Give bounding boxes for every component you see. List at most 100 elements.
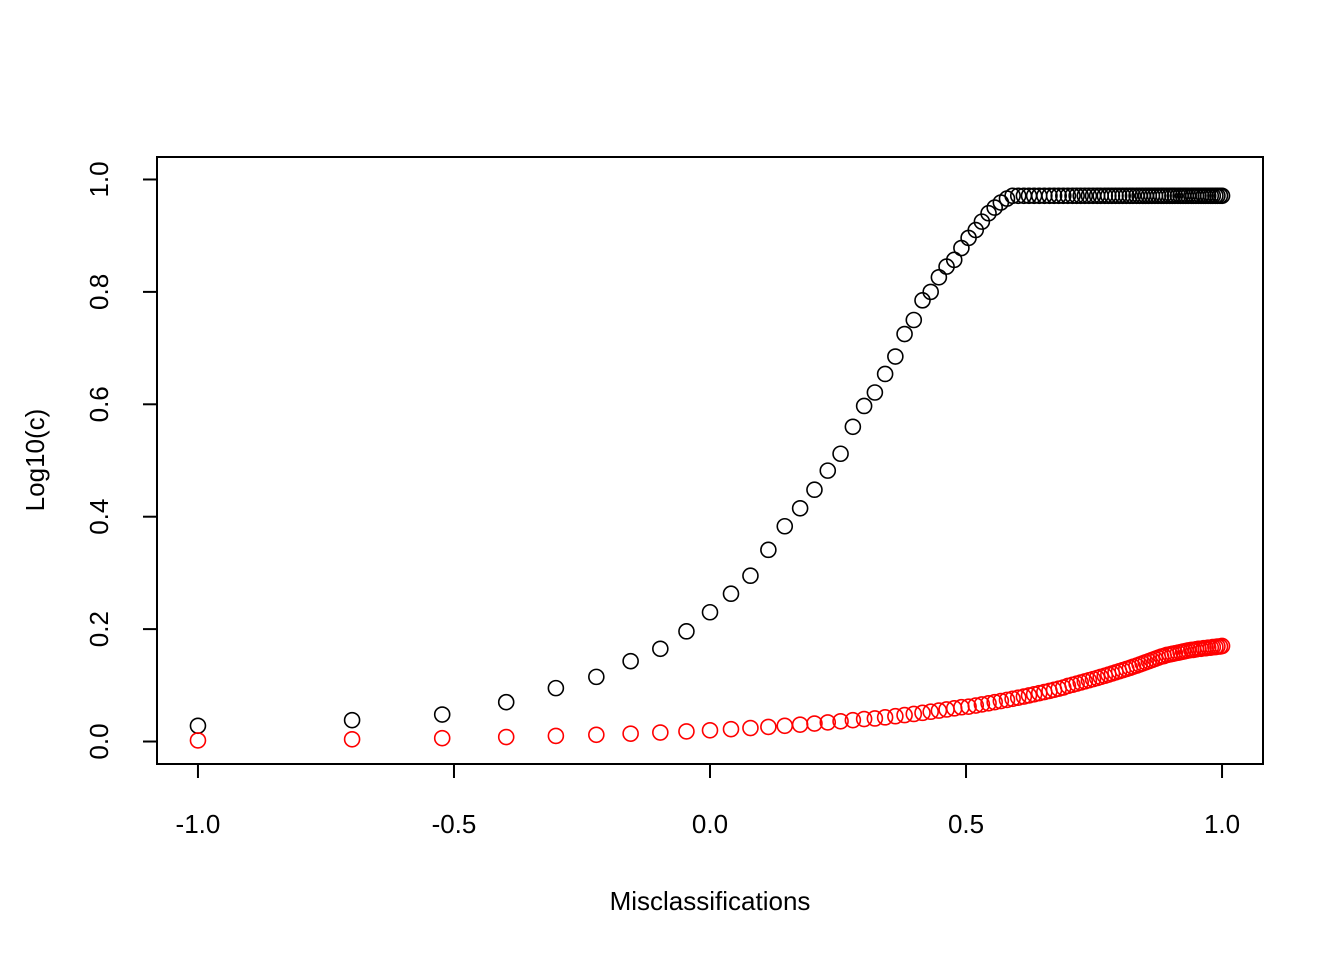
series-2-point [896,706,913,724]
series-1-point [742,567,759,585]
y-tick-label: 0.4 [84,499,114,535]
data-points [189,187,1231,749]
series-2-point [986,693,1003,711]
series-2-point [992,692,1010,710]
series-2-point [973,696,991,713]
series-2-point [678,723,695,740]
series-2-point [855,710,873,728]
series-2-point [866,710,884,727]
x-tick-label: 1.0 [1204,809,1240,839]
series-1-point [819,462,837,479]
series-1-point [622,652,639,670]
series-2-point [887,707,904,725]
series-1-point [1114,187,1131,205]
series-1-point [980,204,997,222]
series-1-point [876,365,894,383]
series-2-point [980,694,997,712]
series-1-point [1055,187,1072,205]
series-1-point [905,311,923,329]
series-1-point [1004,187,1021,205]
series-1-point [945,251,963,269]
series-1-point [887,348,904,365]
series-2-point [588,726,605,744]
y-axis-label: Log10(c) [20,409,50,512]
series-1-point [1213,187,1231,205]
series-1-point [701,603,719,621]
series-1-point [1072,187,1090,205]
series-2-point [722,720,740,738]
series-2-point [960,698,977,715]
series-1-point [343,711,361,729]
series-1-point [832,445,849,463]
series-1-point [930,268,948,286]
series-1-point [1117,187,1135,205]
series-2-point [547,727,565,745]
series-1-point [652,640,669,658]
series-1-point [1064,187,1081,205]
series-2-point [998,691,1016,709]
series-1-point [1059,187,1077,205]
series-2-point [701,721,719,739]
series-2-point [622,725,639,742]
y-tick-label: 1.0 [84,161,114,197]
series-1-point [1110,187,1128,205]
y-tick-label: 0.2 [84,611,114,647]
x-tick-label: -0.5 [432,809,477,839]
series-2-point [914,704,931,722]
y-tick-label: 0.6 [84,386,114,422]
series-1-point [1041,187,1058,205]
series-1-point [547,679,565,697]
series-2-point [1009,689,1027,706]
series-2-point [819,714,837,731]
series-1-point [678,623,695,640]
series-2-point [844,711,862,729]
series-1-point [1068,187,1085,205]
series-2-point [1213,637,1231,655]
series-1-point [896,325,913,343]
series-1-point [1124,187,1142,205]
x-axis: -1.0 -0.5 0.0 0.5 1.0 [176,763,1240,839]
series-2-point [497,728,515,746]
x-tick-label: 0.0 [692,809,728,839]
series-2-point [343,730,361,748]
series-2-point [922,703,939,721]
series-1-point [967,221,985,239]
series-1-point [433,706,451,723]
x-tick-label: 0.5 [948,809,984,839]
series-1-point [844,418,862,436]
series-1-point [776,517,794,535]
series-1-point [866,384,884,401]
series-1-point [1045,187,1063,205]
series-2-point [189,732,207,749]
series-1-point [760,541,777,559]
series-1-point [588,668,605,686]
series-1-point [722,585,740,603]
y-tick-label: 0.0 [84,723,114,759]
series-1-point [1076,187,1094,205]
series-1-point [1080,187,1098,205]
y-tick-label: 0.8 [84,274,114,310]
series-2-point [967,697,985,714]
series-2-point [905,705,923,723]
series-2-point [760,718,777,736]
series-1-point [1050,187,1067,205]
series-1-point [986,199,1003,216]
y-axis: 0.0 0.2 0.4 0.6 0.8 1.0 [84,161,158,760]
series-1-point [1009,187,1027,205]
series-1-point [806,481,823,499]
x-tick-label: -1.0 [176,809,221,839]
series-2-point [652,724,669,741]
series-2-point [433,729,451,747]
series-1-point [791,499,809,517]
series-1-point [497,693,515,711]
series-2-point [832,712,849,730]
series-2-point [876,709,894,726]
series-2-point [742,719,759,737]
series-2-point [806,715,823,732]
series-1-point [922,283,939,301]
x-axis-label: Misclassifications [610,886,811,916]
series-2-point [1004,690,1021,708]
series-1-point [855,397,873,415]
